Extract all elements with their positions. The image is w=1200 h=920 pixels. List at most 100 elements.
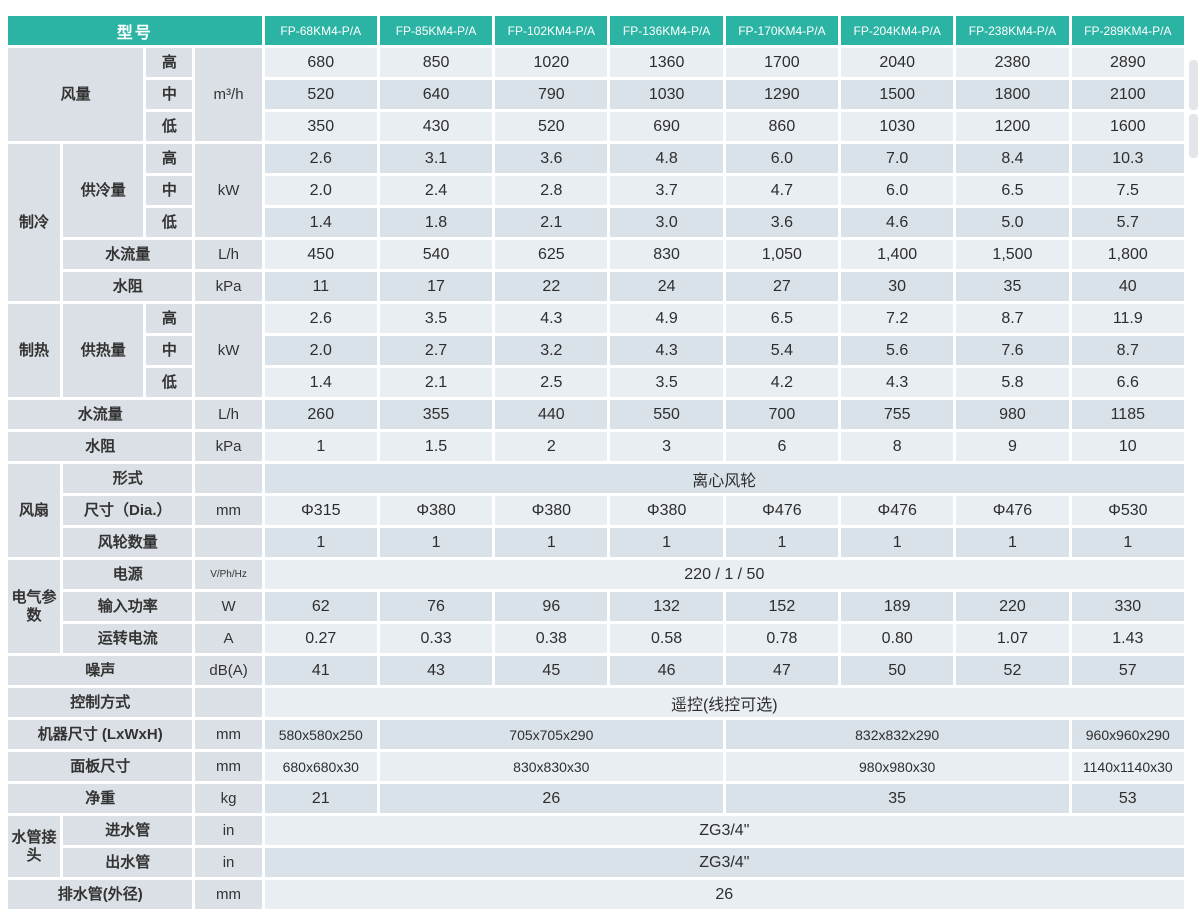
scrollbar-thumb[interactable] — [1189, 114, 1198, 158]
value-cell: 2.0 — [264, 176, 377, 205]
unit-cell: in — [195, 848, 262, 877]
value-cell: 1.5 — [379, 432, 493, 461]
value-cell: 5.8 — [956, 368, 1069, 397]
input-power-row: 输入功率 W 62 76 96 132 152 189 220 330 — [8, 592, 1184, 621]
value-cell: Φ380 — [610, 496, 723, 525]
value-cell: 1 — [725, 528, 839, 557]
value-cell: Φ476 — [841, 496, 954, 525]
value-cell: 6.0 — [841, 176, 954, 205]
scrollbar[interactable] — [1189, 60, 1198, 182]
value-cell: 5.4 — [725, 336, 839, 365]
value-cell: 4.3 — [610, 336, 723, 365]
value-cell: 540 — [379, 240, 493, 269]
value-cell: 2380 — [956, 48, 1069, 77]
outlet-pipe-label: 出水管 — [63, 848, 193, 877]
value-cell: 5.6 — [841, 336, 954, 365]
value-cell: 132 — [610, 592, 723, 621]
value-cell: 189 — [841, 592, 954, 621]
value-cell: 220 — [956, 592, 1069, 621]
value-cell: 625 — [495, 240, 608, 269]
value-cell: 1 — [841, 528, 954, 557]
level-label: 高 — [146, 48, 193, 77]
value-cell: 7.0 — [841, 144, 954, 173]
value-cell: 57 — [1071, 656, 1184, 685]
value-cell: 1.43 — [1071, 624, 1184, 653]
level-label: 中 — [146, 80, 193, 109]
value-cell: 47 — [725, 656, 839, 685]
value-cell: 5.0 — [956, 208, 1069, 237]
electrical-label: 电气参数 — [8, 560, 61, 653]
spec-table: 型号 FP-68KM4-P/A FP-85KM4-P/A FP-102KM4-P… — [5, 13, 1187, 912]
fan-size-label: 尺寸（Dia.） — [63, 496, 193, 525]
value-cell: 2.8 — [495, 176, 608, 205]
model-header: FP-68KM4-P/A — [264, 16, 377, 45]
model-header: FP-170KM4-P/A — [725, 16, 839, 45]
cooling-high-row: 制冷 供冷量 高 kW 2.6 3.1 3.6 4.8 6.0 7.0 8.4 … — [8, 144, 1184, 301]
value-cell: 0.80 — [841, 624, 954, 653]
value-cell: 离心风轮 — [264, 464, 1184, 493]
scrollbar-thumb[interactable] — [1189, 60, 1198, 110]
value-cell: 2.1 — [495, 208, 608, 237]
control-row: 控制方式 遥控(线控可选) — [8, 688, 1184, 717]
cooling-water-flow-row: 水流量 L/h 450 540 625 830 1,050 1,400 1,50… — [8, 240, 1184, 269]
level-label: 高 — [146, 144, 193, 173]
value-cell: 62 — [264, 592, 377, 621]
value-cell: 830x830x30 — [379, 752, 723, 781]
water-resist-label: 水阻 — [63, 272, 193, 301]
value-cell: 1600 — [1071, 112, 1184, 141]
drain-pipe-row: 排水管(外径) mm 26 — [8, 880, 1184, 909]
value-cell: 8 — [841, 432, 954, 461]
value-cell: 330 — [1071, 592, 1184, 621]
value-cell: 3 — [610, 432, 723, 461]
value-cell: 41 — [264, 656, 377, 685]
value-cell: 1 — [610, 528, 723, 557]
value-cell: 2.6 — [264, 144, 377, 173]
value-cell: 8.4 — [956, 144, 1069, 173]
value-cell: 11.9 — [1071, 304, 1184, 333]
level-label: 低 — [146, 208, 193, 237]
value-cell: 2.7 — [379, 336, 493, 365]
unit-size-label: 机器尺寸 (LxWxH) — [8, 720, 193, 749]
value-cell: 430 — [379, 112, 493, 141]
level-label: 低 — [146, 368, 193, 397]
panel-size-label: 面板尺寸 — [8, 752, 193, 781]
value-cell: 2 — [495, 432, 608, 461]
value-cell: 550 — [610, 400, 723, 429]
value-cell: 850 — [379, 48, 493, 77]
value-cell: 1030 — [610, 80, 723, 109]
value-cell: 10.3 — [1071, 144, 1184, 173]
value-cell: 9 — [956, 432, 1069, 461]
value-cell: 3.2 — [495, 336, 608, 365]
unit-cell: in — [195, 816, 262, 845]
unit-cell: kW — [195, 144, 262, 237]
value-cell: 1.4 — [264, 368, 377, 397]
cooling-water-resist-row: 水阻 kPa 11 17 22 24 27 30 35 40 — [8, 272, 1184, 301]
value-cell: 220 / 1 / 50 — [264, 560, 1184, 589]
unit-size-row: 机器尺寸 (LxWxH) mm 580x580x250 705x705x290 … — [8, 720, 1184, 749]
unit-cell: m³/h — [195, 48, 262, 141]
value-cell: 0.27 — [264, 624, 377, 653]
value-cell: 3.7 — [610, 176, 723, 205]
panel-size-row: 面板尺寸 mm 680x680x30 830x830x30 980x980x30… — [8, 752, 1184, 781]
power-label: 电源 — [63, 560, 193, 589]
value-cell: 2.0 — [264, 336, 377, 365]
unit-cell: kW — [195, 304, 262, 397]
value-cell: 2040 — [841, 48, 954, 77]
value-cell: 6.5 — [956, 176, 1069, 205]
value-cell: 2890 — [1071, 48, 1184, 77]
value-cell: 10 — [1071, 432, 1184, 461]
value-cell: 350 — [264, 112, 377, 141]
value-cell: 7.2 — [841, 304, 954, 333]
value-cell: 1,050 — [725, 240, 839, 269]
value-cell: 2.4 — [379, 176, 493, 205]
value-cell: ZG3/4" — [264, 816, 1184, 845]
value-cell: 830 — [610, 240, 723, 269]
unit-cell: mm — [195, 752, 262, 781]
value-cell: 46 — [610, 656, 723, 685]
value-cell: 4.3 — [841, 368, 954, 397]
running-current-label: 运转电流 — [63, 624, 193, 653]
power-supply-row: 电气参数 电源 V/Ph/Hz 220 / 1 / 50 — [8, 560, 1184, 653]
unit-cell: L/h — [195, 400, 262, 429]
unit-cell: A — [195, 624, 262, 653]
value-cell: 21 — [264, 784, 377, 813]
